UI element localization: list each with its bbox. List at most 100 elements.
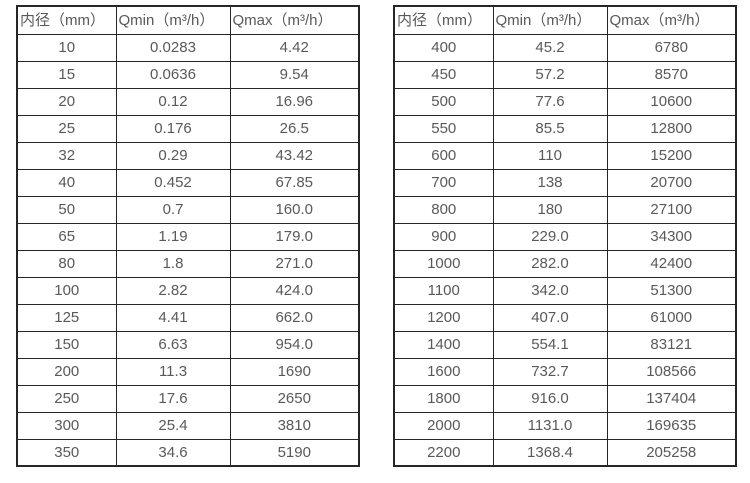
table-header-row: 内径（mm） Qmin（m³/h） Qmax（m³/h） [393,5,737,35]
table-row: 80 1.8 271.0 [16,249,360,278]
qmax-cell: 1690 [229,357,360,386]
diameter-cell: 1100 [393,276,494,305]
table-row: 65 1.19 179.0 [16,222,360,251]
qmin-cell: 407.0 [492,303,608,332]
table-row: 50 0.7 160.0 [16,195,360,224]
qmax-cell: 271.0 [229,249,360,278]
qmax-cell: 20700 [606,168,737,197]
diameter-cell: 1000 [393,249,494,278]
diameter-cell: 15 [16,60,117,89]
qmin-cell: 732.7 [492,357,608,386]
qmin-cell: 1368.4 [492,438,608,467]
qmin-cell: 6.63 [115,330,231,359]
qmax-cell: 3810 [229,411,360,440]
qmax-cell: 160.0 [229,195,360,224]
table-row: 600 110 15200 [393,141,737,170]
table-row: 32 0.29 43.42 [16,141,360,170]
qmax-cell: 954.0 [229,330,360,359]
diameter-cell: 2000 [393,411,494,440]
qmin-cell: 2.82 [115,276,231,305]
diameter-cell: 450 [393,60,494,89]
qmax-cell: 61000 [606,303,737,332]
table-row: 10 0.0283 4.42 [16,33,360,62]
qmax-cell: 67.85 [229,168,360,197]
qmin-cell: 11.3 [115,357,231,386]
qmin-cell: 0.7 [115,195,231,224]
flow-spec-tables: 内径（mm） Qmin（m³/h） Qmax（m³/h） 10 0.0283 4.42 15… [16,5,737,467]
diameter-cell: 125 [16,303,117,332]
table-row: 150 6.63 954.0 [16,330,360,359]
qmin-cell: 1131.0 [492,411,608,440]
diameter-cell: 1600 [393,357,494,386]
qmin-cell: 282.0 [492,249,608,278]
diameter-cell: 150 [16,330,117,359]
qmin-cell: 110 [492,141,608,170]
table-row: 500 77.6 10600 [393,87,737,116]
diameter-cell: 200 [16,357,117,386]
qmin-header-cell: Qmin（m³/h） [492,5,608,35]
qmin-cell: 85.5 [492,114,608,143]
diameter-cell: 250 [16,384,117,413]
table-row: 550 85.5 12800 [393,114,737,143]
qmax-cell: 169635 [606,411,737,440]
qmax-cell: 9.54 [229,60,360,89]
qmax-cell: 34300 [606,222,737,251]
qmin-header-cell: Qmin（m³/h） [115,5,231,35]
table-row: 800 180 27100 [393,195,737,224]
diameter-cell: 400 [393,33,494,62]
table-row: 1000 282.0 42400 [393,249,737,278]
diameter-header-cell: 内径（mm） [393,5,494,35]
diameter-cell: 2200 [393,438,494,467]
diameter-cell: 500 [393,87,494,116]
table-row: 40 0.452 67.85 [16,168,360,197]
diameter-cell: 550 [393,114,494,143]
qmin-cell: 57.2 [492,60,608,89]
qmin-cell: 0.176 [115,114,231,143]
table-row: 15 0.0636 9.54 [16,60,360,89]
diameter-cell: 32 [16,141,117,170]
table-row: 450 57.2 8570 [393,60,737,89]
table-row: 100 2.82 424.0 [16,276,360,305]
diameter-cell: 700 [393,168,494,197]
qmin-cell: 4.41 [115,303,231,332]
qmax-cell: 51300 [606,276,737,305]
qmin-cell: 77.6 [492,87,608,116]
diameter-cell: 50 [16,195,117,224]
diameter-header-cell: 内径（mm） [16,5,117,35]
diameter-cell: 25 [16,114,117,143]
table-row: 25 0.176 26.5 [16,114,360,143]
diameter-cell: 800 [393,195,494,224]
qmin-cell: 45.2 [492,33,608,62]
flow-spec-table-small-diameters: 内径（mm） Qmin（m³/h） Qmax（m³/h） 10 0.0283 4.42 15… [16,5,360,467]
qmax-cell: 5190 [229,438,360,467]
table-row: 125 4.41 662.0 [16,303,360,332]
qmax-cell: 179.0 [229,222,360,251]
diameter-cell: 80 [16,249,117,278]
diameter-cell: 20 [16,87,117,116]
qmax-cell: 83121 [606,330,737,359]
qmax-cell: 42400 [606,249,737,278]
diameter-cell: 900 [393,222,494,251]
qmax-cell: 205258 [606,438,737,467]
qmax-cell: 8570 [606,60,737,89]
qmax-cell: 12800 [606,114,737,143]
table-header-row: 内径（mm） Qmin（m³/h） Qmax（m³/h） [16,5,360,35]
table-row: 1800 916.0 137404 [393,384,737,413]
table-row: 2200 1368.4 205258 [393,438,737,467]
diameter-cell: 10 [16,33,117,62]
qmax-cell: 137404 [606,384,737,413]
qmin-cell: 342.0 [492,276,608,305]
diameter-cell: 1800 [393,384,494,413]
qmin-cell: 34.6 [115,438,231,467]
qmax-cell: 424.0 [229,276,360,305]
qmax-header-cell: Qmax（m³/h） [606,5,737,35]
diameter-cell: 40 [16,168,117,197]
table-row: 900 229.0 34300 [393,222,737,251]
diameter-cell: 600 [393,141,494,170]
qmax-cell: 10600 [606,87,737,116]
table-row: 2000 1131.0 169635 [393,411,737,440]
qmin-cell: 180 [492,195,608,224]
qmin-cell: 1.19 [115,222,231,251]
qmax-cell: 2650 [229,384,360,413]
table-row: 250 17.6 2650 [16,384,360,413]
